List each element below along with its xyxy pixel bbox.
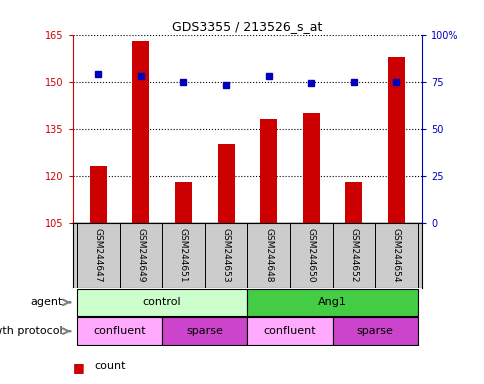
Text: growth protocol: growth protocol [0,326,63,336]
Bar [345,182,362,223]
Text: GSM244651: GSM244651 [179,228,188,283]
Bar [247,289,417,316]
Text: GSM244654: GSM244654 [391,228,400,283]
Bar [175,182,192,223]
Text: control: control [143,297,181,308]
Title: GDS3355 / 213526_s_at: GDS3355 / 213526_s_at [172,20,322,33]
Text: GSM244650: GSM244650 [306,228,315,283]
Bar [77,317,162,345]
Text: sparse: sparse [186,326,223,336]
Bar [302,113,319,223]
Bar [332,317,417,345]
Text: GSM244649: GSM244649 [136,228,145,283]
Text: GSM244648: GSM244648 [264,228,272,283]
Text: sparse: sparse [356,326,393,336]
Bar [162,317,247,345]
Bar [217,144,234,223]
Text: GSM244652: GSM244652 [348,228,358,283]
Text: confluent: confluent [93,326,146,336]
Text: confluent: confluent [263,326,316,336]
Bar [387,56,404,223]
Text: GSM244647: GSM244647 [93,228,103,283]
Text: Ang1: Ang1 [318,297,346,308]
Text: count: count [94,361,126,371]
Text: ■: ■ [73,361,88,374]
Bar [259,119,276,223]
Bar [77,289,247,316]
Bar [132,41,149,223]
Bar [90,166,106,223]
Text: agent: agent [30,297,63,308]
Bar [247,317,332,345]
Text: GSM244653: GSM244653 [221,228,230,283]
